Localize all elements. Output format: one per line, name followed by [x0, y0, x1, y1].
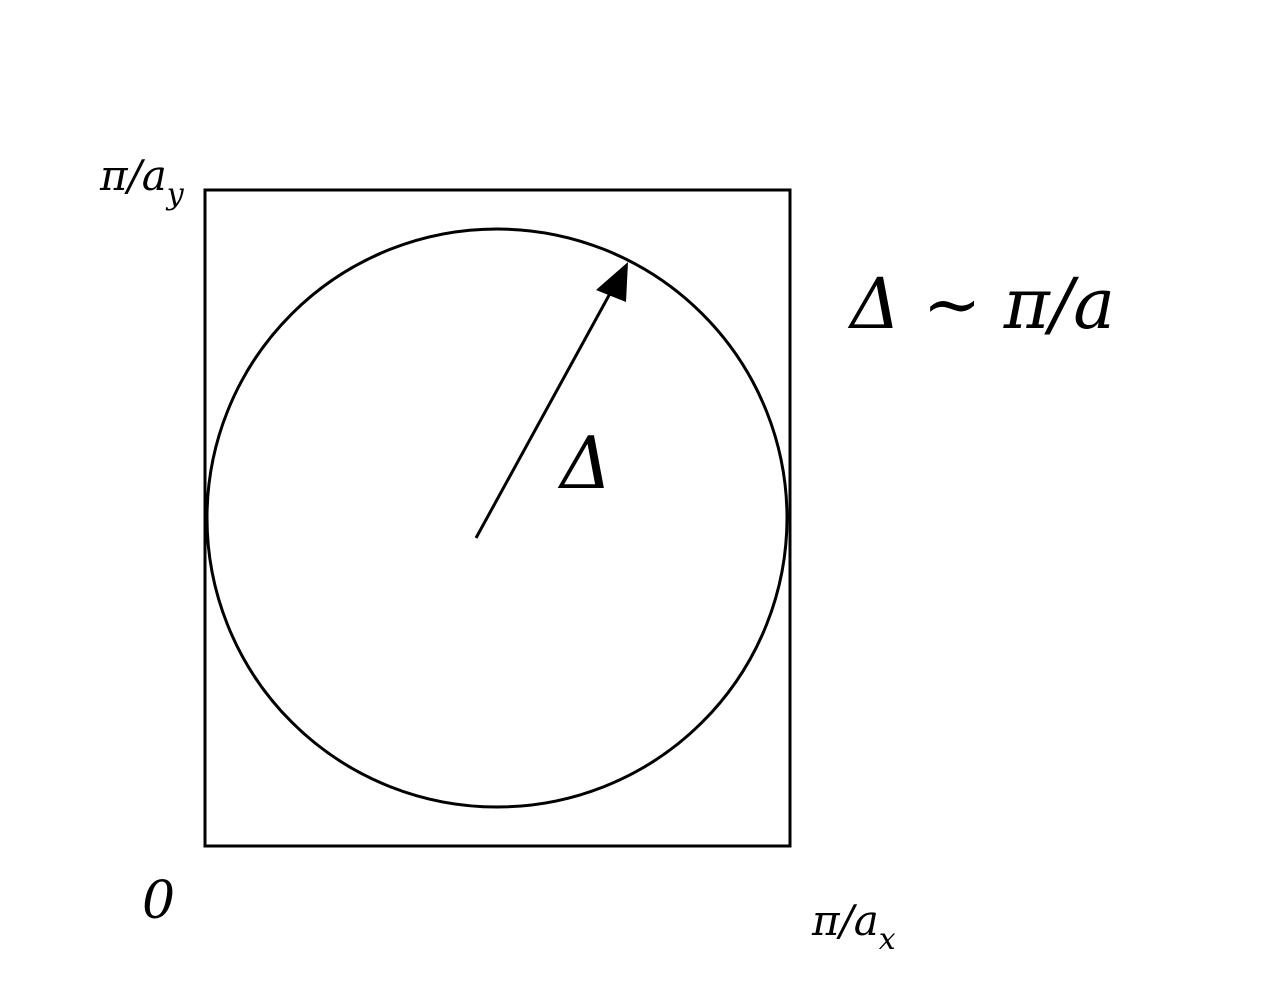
- y-max-sub: y: [165, 177, 185, 212]
- origin-label: 0: [142, 871, 175, 931]
- y-max-label: π/ay: [99, 151, 185, 212]
- relation-label: Δ ~ π/a: [847, 263, 1115, 345]
- y-max-main: π/a: [99, 151, 167, 200]
- radius-label: Δ: [557, 421, 612, 505]
- radius-arrow: [474, 287, 615, 539]
- x-max-main: π/a: [811, 896, 879, 945]
- brillouin-zone: [203, 188, 792, 848]
- arrowhead: [596, 262, 628, 302]
- x-max-sub: x: [879, 922, 896, 957]
- fermi-circle: [205, 227, 789, 809]
- x-max-label: π/ax: [811, 896, 896, 957]
